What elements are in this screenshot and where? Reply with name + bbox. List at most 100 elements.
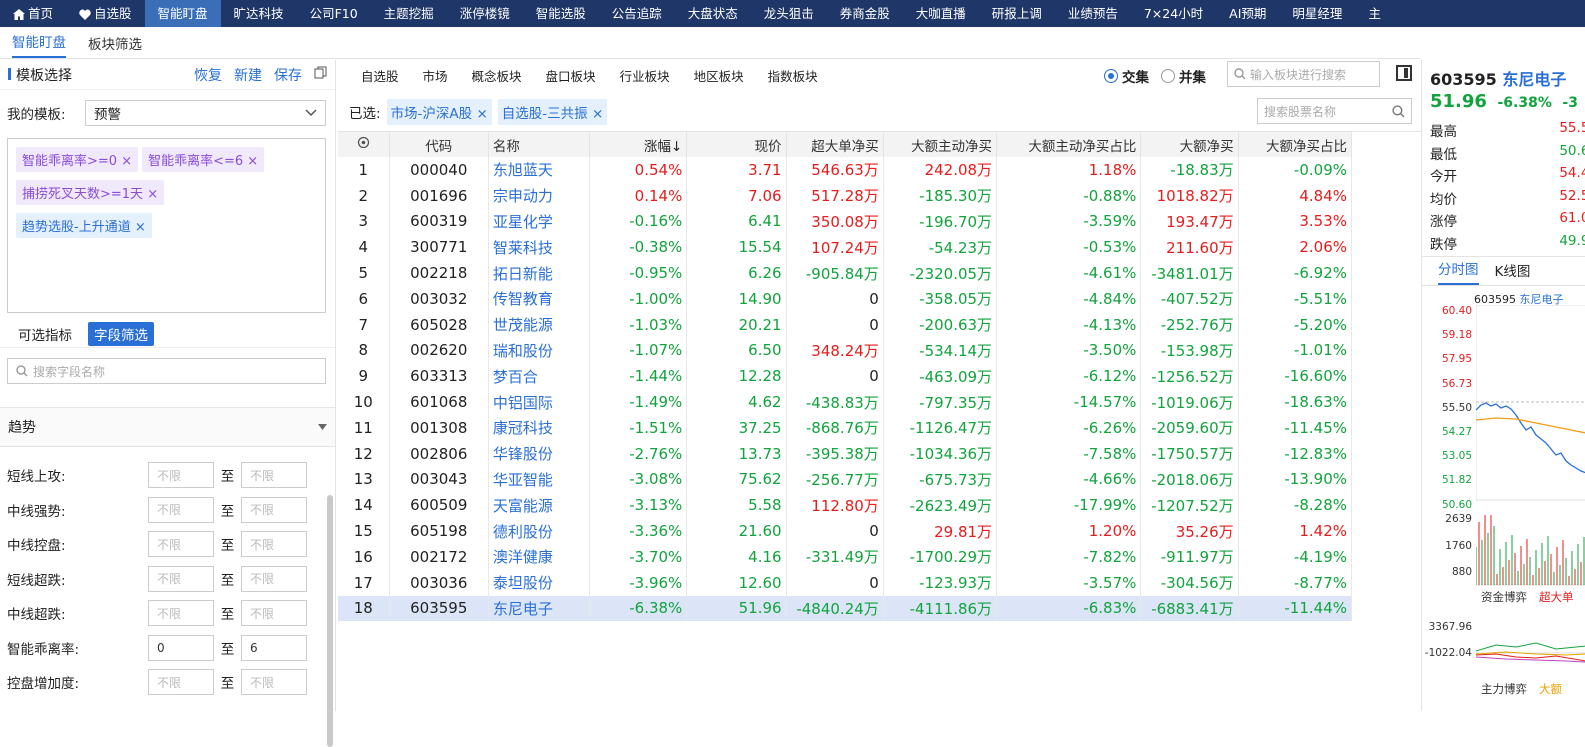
sector-tab[interactable]: 盘口板块 — [545, 69, 596, 84]
selected-tag-market[interactable]: 市场-沪深A股 × — [386, 99, 492, 125]
column-header[interactable]: 大额净买 — [1140, 132, 1239, 157]
field-max-input[interactable]: 6 — [241, 634, 307, 661]
field-min-input[interactable]: 不限 — [148, 462, 214, 489]
column-header[interactable]: 超大单净买 — [786, 132, 884, 157]
column-header[interactable]: 代码 — [389, 132, 489, 157]
table-row[interactable]: 14 600509 天富能源 -3.13% 5.58 112.80万 -2623.49万 -1… — [338, 492, 1353, 519]
stock-name-link[interactable]: 亚星化学 — [488, 208, 591, 235]
nav-item-3[interactable]: 旷达科技 — [221, 0, 297, 27]
stock-name-link[interactable]: 中铝国际 — [488, 389, 591, 415]
stock-name-link[interactable]: 康冠科技 — [488, 414, 591, 441]
stock-name-link[interactable]: 德利股份 — [488, 518, 591, 544]
tab-sector-filter[interactable]: 板块筛选 — [88, 37, 142, 53]
stock-name-link[interactable]: 拓日新能 — [488, 260, 591, 286]
nav-item-1[interactable]: 自选股 — [66, 0, 145, 27]
table-row[interactable]: 4 300771 智莱科技 -0.38% 15.54 107.24万 -54.23万 -0.5… — [338, 234, 1353, 261]
nav-item-17[interactable]: 明星经理 — [1279, 0, 1355, 27]
table-row[interactable]: 11 001308 康冠科技 -1.51% 37.25 -868.76万 -1126.47万… — [338, 414, 1353, 441]
stock-name-link[interactable]: 天富能源 — [488, 492, 591, 519]
nav-item-10[interactable]: 龙头狙击 — [751, 0, 827, 27]
stock-name-link[interactable]: 宗申动力 — [488, 182, 591, 209]
section-trend[interactable]: 趋势 — [0, 407, 335, 447]
save-button[interactable]: 保存 — [274, 67, 302, 84]
stock-name-link[interactable]: 泰坦股份 — [488, 569, 591, 596]
selected-tag-watchlist[interactable]: 自选股-三共振 × — [497, 99, 608, 125]
sector-tab[interactable]: 行业板块 — [619, 69, 670, 84]
nav-item-15[interactable]: 7×24小时 — [1131, 0, 1216, 27]
field-min-input[interactable]: 0 — [148, 634, 214, 661]
stock-name-link[interactable]: 智莱科技 — [488, 234, 591, 261]
nav-item-13[interactable]: 研报上调 — [979, 0, 1055, 27]
table-row[interactable]: 5 002218 拓日新能 -0.95% 6.26 -905.84万 -2320.05万 -4… — [338, 260, 1353, 286]
column-header[interactable]: 涨幅↓ — [589, 132, 688, 157]
sector-tab[interactable]: 指数板块 — [767, 69, 818, 84]
stock-name-link[interactable]: 梦百合 — [488, 363, 591, 390]
field-min-input[interactable]: 不限 — [148, 600, 214, 627]
table-row[interactable]: 16 002172 澳洋健康 -3.70% 4.16 -331.49万 -1700.29万 -… — [338, 543, 1353, 570]
field-search-input[interactable]: 搜索字段名称 — [7, 358, 326, 384]
table-row[interactable]: 8 002620 瑞和股份 -1.07% 6.50 348.24万 -534.14万 -3.5… — [338, 337, 1353, 364]
nav-item-14[interactable]: 业绩预告 — [1055, 0, 1131, 27]
column-header[interactable]: 大额净买占比 — [1238, 132, 1353, 157]
collapse-panel-icon[interactable] — [1396, 65, 1412, 81]
field-min-input[interactable]: 不限 — [148, 669, 214, 696]
field-max-input[interactable]: 不限 — [241, 531, 307, 558]
condition-tag[interactable]: 趋势选股-上升通道 × — [16, 213, 152, 238]
field-min-input[interactable]: 不限 — [148, 496, 214, 523]
table-row[interactable]: 18 603595 东尼电子 -6.38% 51.96 -4840.24万 -4111.86… — [338, 595, 1353, 622]
tab-smart-watch[interactable]: 智能盯盘 — [12, 31, 66, 58]
nav-item-12[interactable]: 大咖直播 — [903, 0, 979, 27]
condition-tag[interactable]: 智能乖离率>=0 × — [16, 147, 139, 172]
tab-kline[interactable]: K线图 — [1494, 264, 1531, 280]
table-row[interactable]: 6 003032 传智教育 -1.00% 14.90 0 -358.05万 -4.84% -40… — [338, 285, 1353, 312]
field-max-input[interactable]: 不限 — [241, 669, 307, 696]
field-min-input[interactable]: 不限 — [148, 565, 214, 592]
condition-tag[interactable]: 智能乖离率<=6 × — [142, 147, 265, 172]
field-max-input[interactable]: 不限 — [241, 462, 307, 489]
table-row[interactable]: 3 600319 亚星化学 -0.16% 6.41 350.08万 -196.70万 -3.5… — [338, 208, 1353, 235]
stock-name-link[interactable]: 世茂能源 — [488, 311, 591, 338]
nav-item-9[interactable]: 大盘状态 — [675, 0, 751, 27]
restore-button[interactable]: 恢复 — [194, 67, 222, 84]
sector-tab[interactable]: 自选股 — [361, 69, 399, 84]
sector-tab[interactable]: 地区板块 — [693, 69, 744, 84]
field-max-input[interactable]: 不限 — [241, 496, 307, 523]
table-row[interactable]: 10 601068 中铝国际 -1.49% 4.62 -438.83万 -797.35万 -1… — [338, 389, 1353, 415]
stock-name-link[interactable]: 东旭蓝天 — [488, 157, 591, 183]
column-header[interactable]: 大额主动净买占比 — [996, 132, 1142, 157]
sector-tab[interactable]: 市场 — [422, 69, 448, 84]
table-row[interactable]: 17 003036 泰坦股份 -3.96% 12.60 0 -123.93万 -3.57% -3… — [338, 569, 1353, 596]
stock-name-link[interactable]: 澳洋健康 — [488, 543, 591, 570]
nav-item-0[interactable]: 首页 — [0, 0, 66, 27]
column-header[interactable]: 大额主动净买 — [883, 132, 998, 157]
tab-field-filter[interactable]: 字段筛选 — [88, 321, 154, 346]
table-row[interactable]: 9 603313 梦百合 -1.44% 12.28 0 -463.09万 -6.12% -125… — [338, 363, 1353, 390]
stock-name-link[interactable]: 华亚智能 — [488, 466, 591, 493]
template-select[interactable]: 预警 — [85, 100, 326, 126]
table-row[interactable]: 13 003043 华亚智能 -3.08% 75.62 -256.77万 -675.73万 -… — [338, 466, 1353, 493]
condition-tag[interactable]: 捕捞死叉天数>=1天 × — [16, 180, 165, 205]
settings-column-icon[interactable] — [338, 132, 390, 157]
field-max-input[interactable]: 不限 — [241, 600, 307, 627]
nav-item-18[interactable]: 主 — [1355, 0, 1394, 27]
nav-item-8[interactable]: 公告追踪 — [599, 0, 675, 27]
field-min-input[interactable]: 不限 — [148, 531, 214, 558]
table-row[interactable]: 7 605028 世茂能源 -1.03% 20.21 0 -200.63万 -4.13% -25… — [338, 311, 1353, 338]
table-row[interactable]: 12 002806 华锋股份 -2.76% 13.73 -395.38万 -1034.36万… — [338, 440, 1353, 467]
tab-indicators[interactable]: 可选指标 — [18, 327, 72, 344]
union-radio[interactable] — [1161, 69, 1175, 83]
nav-item-7[interactable]: 智能选股 — [523, 0, 599, 27]
new-button[interactable]: 新建 — [234, 67, 262, 84]
nav-item-5[interactable]: 主题挖掘 — [371, 0, 447, 27]
field-max-input[interactable]: 不限 — [241, 565, 307, 592]
tab-intraday[interactable]: 分时图 — [1438, 258, 1479, 285]
plate-search-input[interactable]: 输入板块进行搜索 — [1227, 61, 1380, 87]
nav-item-6[interactable]: 涨停楼镜 — [447, 0, 523, 27]
stock-name-link[interactable]: 东尼电子 — [488, 595, 591, 622]
table-row[interactable]: 15 605198 德利股份 -3.36% 21.60 0 29.81万 1.20% 35.26… — [338, 518, 1353, 544]
column-header[interactable]: 名称 — [488, 132, 591, 157]
copy-icon[interactable] — [314, 66, 327, 83]
nav-item-16[interactable]: AI预期 — [1216, 0, 1279, 27]
stock-name-link[interactable]: 华锋股份 — [488, 440, 591, 467]
nav-item-4[interactable]: 公司F10 — [297, 0, 371, 27]
